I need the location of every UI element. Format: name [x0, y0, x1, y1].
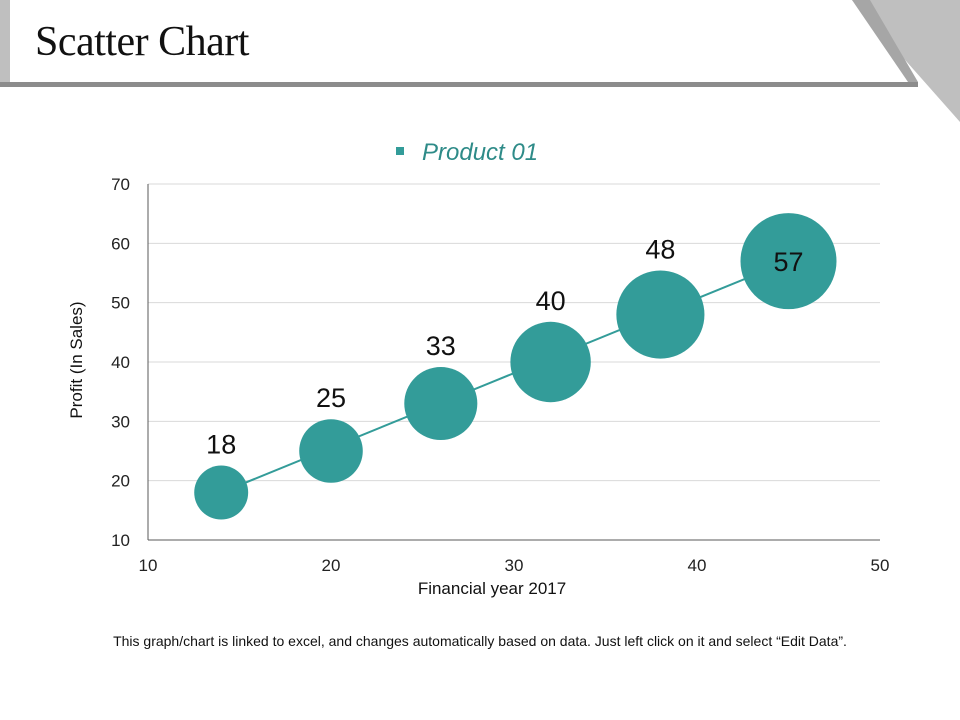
data-label-3: 33: [426, 331, 456, 361]
x-tick-label-40: 40: [688, 556, 707, 575]
data-label-4: 40: [536, 286, 566, 316]
title-underline: [0, 82, 918, 87]
data-point-3: [404, 367, 478, 441]
y-tick-label-60: 60: [111, 234, 130, 253]
data-point-5: [616, 270, 705, 359]
slide-title: Scatter Chart: [35, 19, 249, 65]
y-tick-label-10: 10: [111, 531, 130, 550]
legend-marker: [396, 147, 404, 155]
x-tick-label-30: 30: [505, 556, 524, 575]
x-axis-title: Financial year 2017: [418, 579, 566, 598]
x-tick-label-20: 20: [322, 556, 341, 575]
data-point-1: [194, 465, 249, 520]
data-label-6: 57: [773, 247, 803, 277]
data-label-2: 25: [316, 383, 346, 413]
data-label-5: 48: [645, 234, 675, 264]
corner-diagonal: [852, 0, 918, 82]
y-axis-title: Profit (In Sales): [67, 301, 86, 418]
y-tick-label-20: 20: [111, 472, 130, 491]
data-point-6: [740, 213, 837, 310]
data-point-2: [299, 419, 363, 483]
legend-label: Product 01: [422, 139, 538, 166]
y-tick-label-40: 40: [111, 353, 130, 372]
y-tick-label-30: 30: [111, 412, 130, 431]
title-bar: Scatter Chart: [0, 0, 960, 122]
x-tick-label-10: 10: [139, 556, 158, 575]
footnote: This graph/chart is linked to excel, and…: [113, 633, 847, 649]
title-decoration: [0, 0, 960, 122]
x-tick-label-50: 50: [871, 556, 890, 575]
y-tick-label-70: 70: [111, 175, 130, 194]
data-point-4: [510, 321, 591, 403]
title-left-accent: [0, 0, 10, 86]
data-label-1: 18: [206, 430, 236, 460]
y-tick-label-50: 50: [111, 294, 130, 313]
